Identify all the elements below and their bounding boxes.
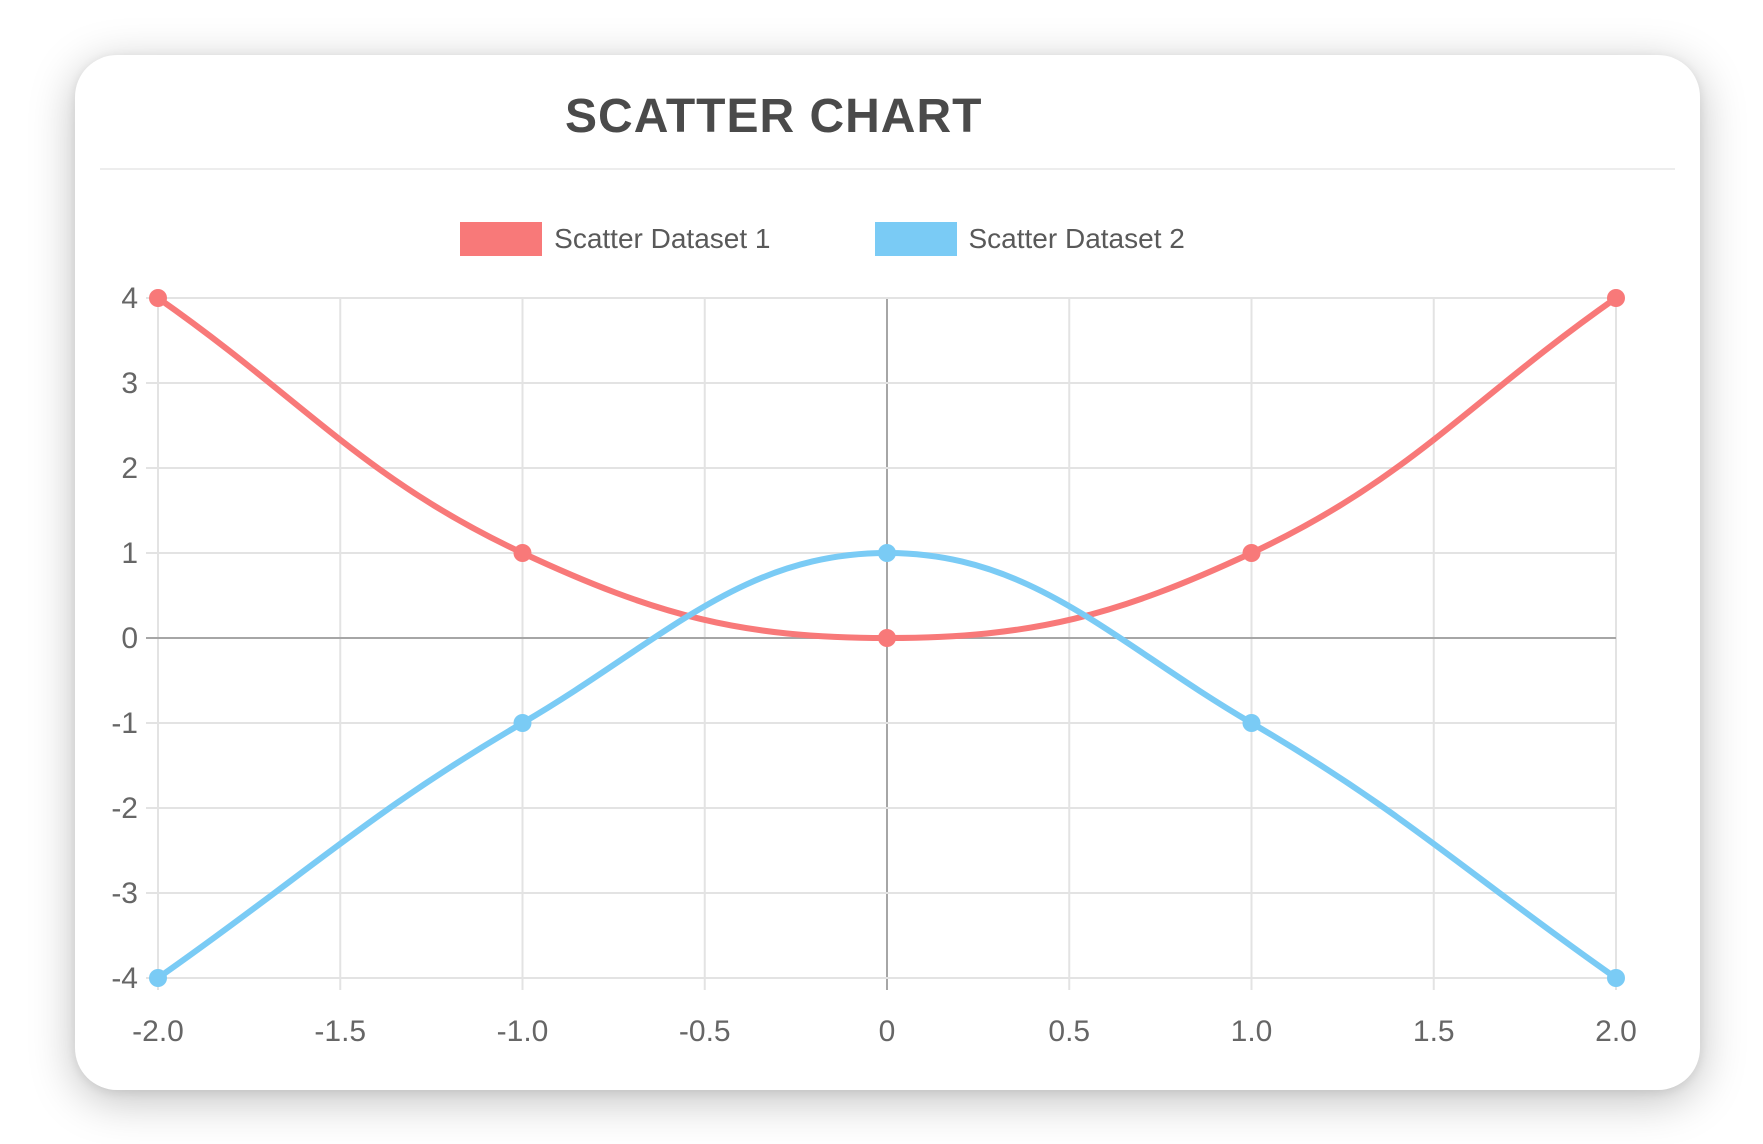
legend-label-dataset-1: Scatter Dataset 1 [554, 223, 771, 254]
chart-header: SCATTER CHART [75, 55, 1473, 141]
x-tick-label: -1.5 [314, 1015, 366, 1048]
x-tick-label: 0.5 [1048, 1015, 1090, 1048]
chart-card: SCATTER CHART Scatter Dataset 1 Scatter … [75, 55, 1700, 1090]
chart-canvas[interactable]: -2.0 -1.5 -1.0 -0.5 0 0.5 1.0 1.5 2.0 4 3 2 1 0 -1 -2 -3… [75, 55, 1700, 1090]
data-point[interactable] [878, 629, 896, 647]
chart-title: SCATTER CHART [565, 90, 983, 143]
x-tick-label: 1.0 [1231, 1015, 1273, 1048]
data-point[interactable] [149, 289, 167, 307]
data-point[interactable] [1242, 544, 1261, 562]
legend-item-dataset-1[interactable]: Scatter Dataset 1 [460, 222, 771, 256]
y-tick-label: 2 [121, 452, 138, 485]
data-point[interactable] [1607, 289, 1625, 307]
y-tick-label: 4 [121, 282, 138, 315]
series-2 [149, 544, 1625, 987]
chart-legend: Scatter Dataset 1 Scatter Dataset 2 [75, 222, 1570, 256]
data-point[interactable] [513, 714, 532, 732]
x-tick-label: -2.0 [132, 1015, 184, 1048]
y-tick-label: -3 [111, 877, 138, 910]
y-tick-label: 3 [121, 367, 138, 400]
legend-swatch-dataset-1-icon[interactable] [460, 222, 543, 256]
series-1 [149, 289, 1625, 647]
data-point[interactable] [878, 544, 896, 562]
x-tick-label: 0 [879, 1015, 896, 1048]
x-tick-label: -0.5 [679, 1015, 731, 1048]
y-tick-label: 0 [121, 622, 138, 655]
data-point[interactable] [149, 969, 167, 987]
data-point[interactable] [1607, 969, 1625, 987]
legend-swatch-dataset-2-icon[interactable] [874, 222, 957, 256]
legend-item-dataset-2[interactable]: Scatter Dataset 2 [874, 222, 1185, 256]
legend-label-dataset-2: Scatter Dataset 2 [968, 223, 1185, 254]
data-point[interactable] [1242, 714, 1261, 732]
x-tick-label: 1.5 [1413, 1015, 1455, 1048]
x-tick-label: 2.0 [1595, 1015, 1637, 1048]
data-point[interactable] [513, 544, 532, 562]
gridlines: -2.0 -1.5 -1.0 -0.5 0 0.5 1.0 1.5 2.0 4 3 2 1 0 -1 -2 -3… [111, 282, 1637, 1048]
y-tick-label: -2 [111, 792, 138, 825]
y-tick-label: 1 [121, 537, 138, 570]
y-tick-label: -4 [111, 962, 138, 995]
x-tick-label: -1.0 [497, 1015, 549, 1048]
y-tick-label: -1 [111, 707, 138, 740]
divider [100, 168, 1675, 170]
